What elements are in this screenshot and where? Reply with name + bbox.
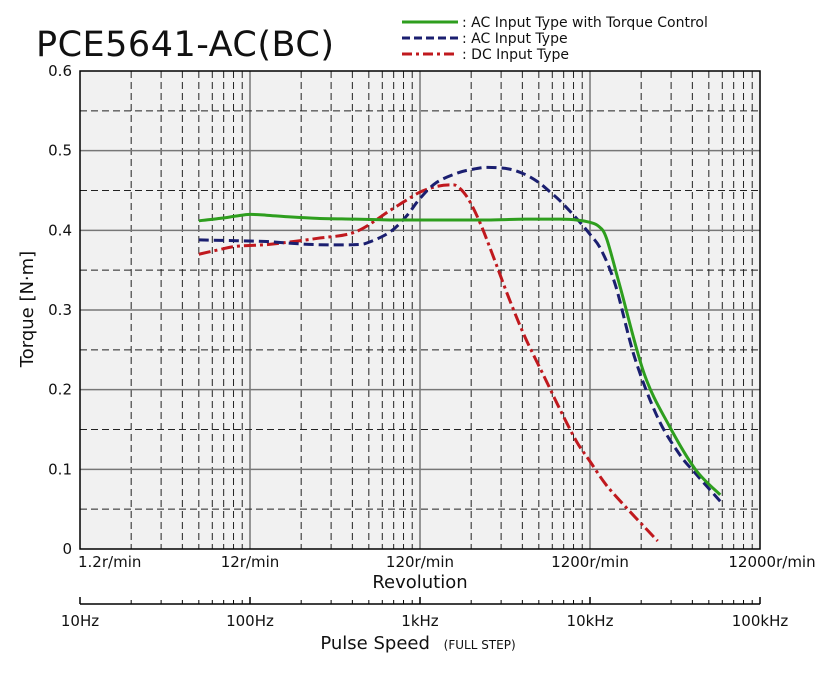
chart-title: PCE5641-AC(BC) bbox=[36, 25, 335, 65]
y-tick-label: 0.6 bbox=[48, 62, 72, 80]
y-tick-label: 0.5 bbox=[48, 142, 72, 160]
x-tick-label: 1200r/min bbox=[551, 553, 629, 571]
y-tick-label: 0 bbox=[62, 540, 72, 558]
y-tick-label: 0.3 bbox=[48, 301, 72, 319]
legend-label-2: : DC Input Type bbox=[462, 47, 569, 63]
series-lines bbox=[198, 165, 722, 543]
series-line-0 bbox=[198, 212, 722, 496]
x-tick-label: 12000r/min bbox=[728, 553, 815, 571]
plot-frame bbox=[79, 70, 761, 550]
x-axis-ticks: 1.2r/min 12r/min 120r/min 1200r/min 12000r/m… bbox=[78, 553, 816, 571]
legend-label-1: : AC Input Type bbox=[462, 31, 568, 47]
y-tick-label: 0.2 bbox=[48, 381, 72, 399]
y-tick-label: 0.1 bbox=[48, 460, 72, 478]
x-tick-label: 1.2r/min bbox=[78, 553, 141, 571]
pulse-tick-label: 10Hz bbox=[61, 612, 99, 630]
series-line-1 bbox=[198, 165, 722, 503]
legend-label-0: : AC Input Type with Torque Control bbox=[462, 15, 708, 31]
legend: : AC Input Type with Torque Control: AC … bbox=[402, 15, 708, 63]
pulse-axis-label: Pulse Speed bbox=[320, 633, 430, 654]
pulse-tick-label: 1kHz bbox=[401, 612, 439, 630]
pulse-axis-note: (FULL STEP) bbox=[444, 638, 516, 652]
y-axis-label: Torque [N·m] bbox=[17, 251, 38, 368]
svg-text:Pulse Speed (FULL STEP: Pulse Speed (FULL STEP) bbox=[320, 633, 515, 654]
pulse-tick-label: 100kHz bbox=[732, 612, 789, 630]
x-tick-label: 120r/min bbox=[386, 553, 454, 571]
y-tick-label: 0.4 bbox=[48, 221, 72, 239]
pulse-axis-ticks: 10Hz 100Hz 1kHz 10kHz 100kHz bbox=[61, 597, 788, 630]
y-axis-ticks: 0 0.1 0.2 0.3 0.4 0.5 0.6 bbox=[48, 62, 72, 558]
pulse-tick-label: 10kHz bbox=[567, 612, 614, 630]
pulse-speed-axis: 10Hz 100Hz 1kHz 10kHz 100kHz Pulse Speed (FU… bbox=[61, 597, 788, 654]
pulse-tick-label: 100Hz bbox=[226, 612, 274, 630]
x-tick-label: 12r/min bbox=[221, 553, 280, 571]
x-axis-label: Revolution bbox=[372, 572, 467, 593]
